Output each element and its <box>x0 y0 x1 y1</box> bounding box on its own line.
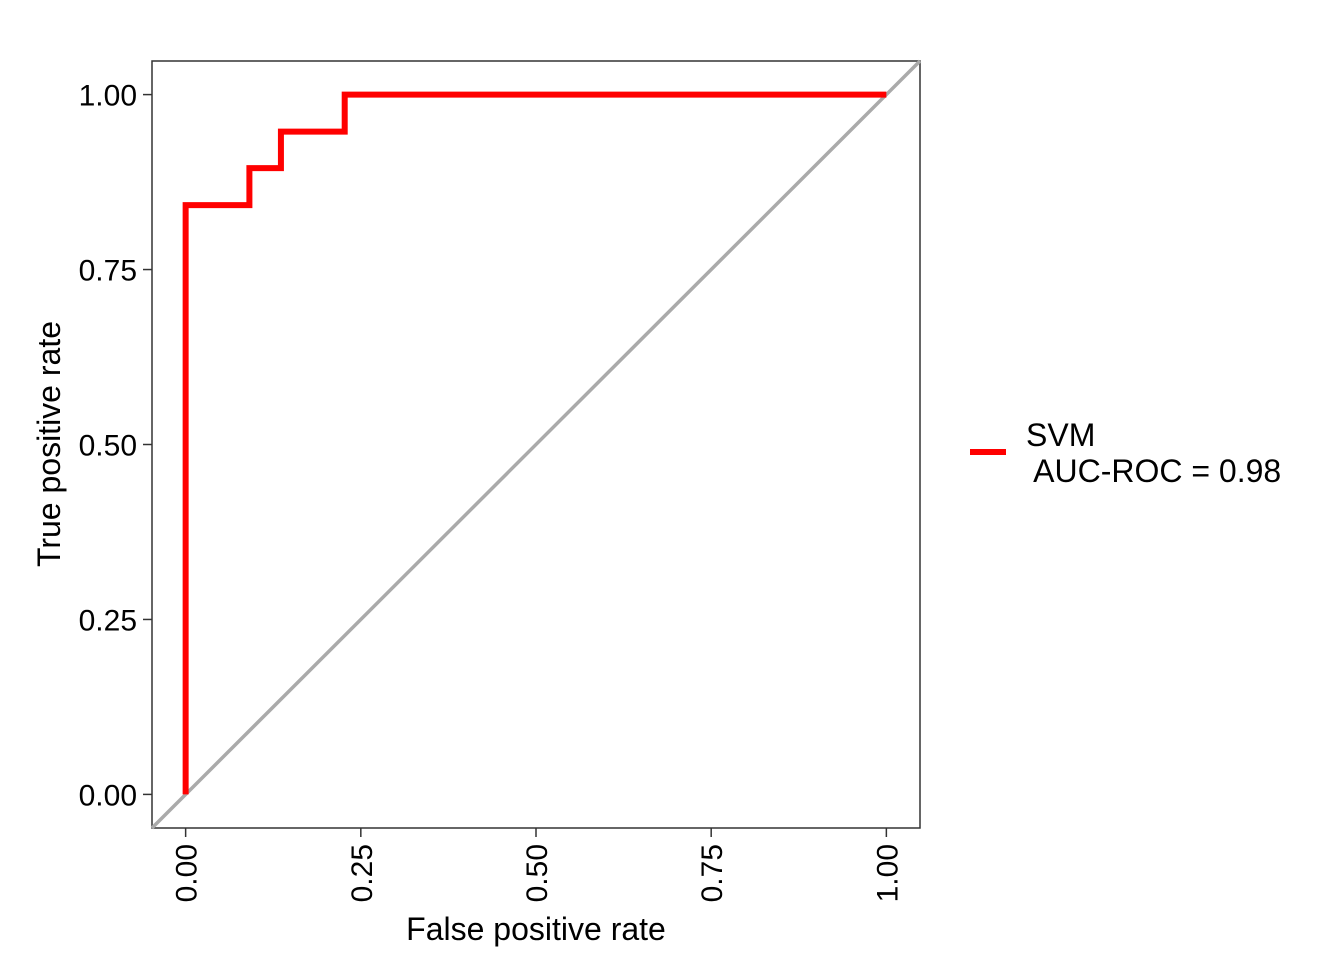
y-axis: 0.00 0.25 0.50 0.75 1.00 <box>79 80 152 812</box>
reference-diagonal-line <box>150 59 922 830</box>
x-tick-label: 1.00 <box>871 844 904 902</box>
x-tick-label: 0.75 <box>696 844 729 902</box>
x-tick-label: 0.25 <box>346 844 379 902</box>
series-layer <box>182 91 887 795</box>
legend-label-svm-auc: AUC-ROC = 0.98 <box>1026 453 1281 489</box>
y-tick-label: 1.00 <box>79 80 137 113</box>
y-axis-title: True positive rate <box>31 321 67 567</box>
x-tick-label: 0.50 <box>521 844 554 902</box>
x-axis: 0.00 0.25 0.50 0.75 1.00 <box>171 828 904 902</box>
y-tick-label: 0.50 <box>79 430 137 463</box>
legend-label-svm-name: SVM <box>1026 417 1095 453</box>
roc-curve-svm <box>182 91 887 795</box>
y-tick-label: 0.00 <box>79 779 137 812</box>
reference-line-layer <box>150 59 922 830</box>
y-tick-label: 0.25 <box>79 604 137 637</box>
x-tick-label: 0.00 <box>171 844 204 902</box>
x-axis-title: False positive rate <box>406 911 666 947</box>
y-tick-label: 0.75 <box>79 255 137 288</box>
legend: SVM AUC-ROC = 0.98 <box>970 417 1281 489</box>
